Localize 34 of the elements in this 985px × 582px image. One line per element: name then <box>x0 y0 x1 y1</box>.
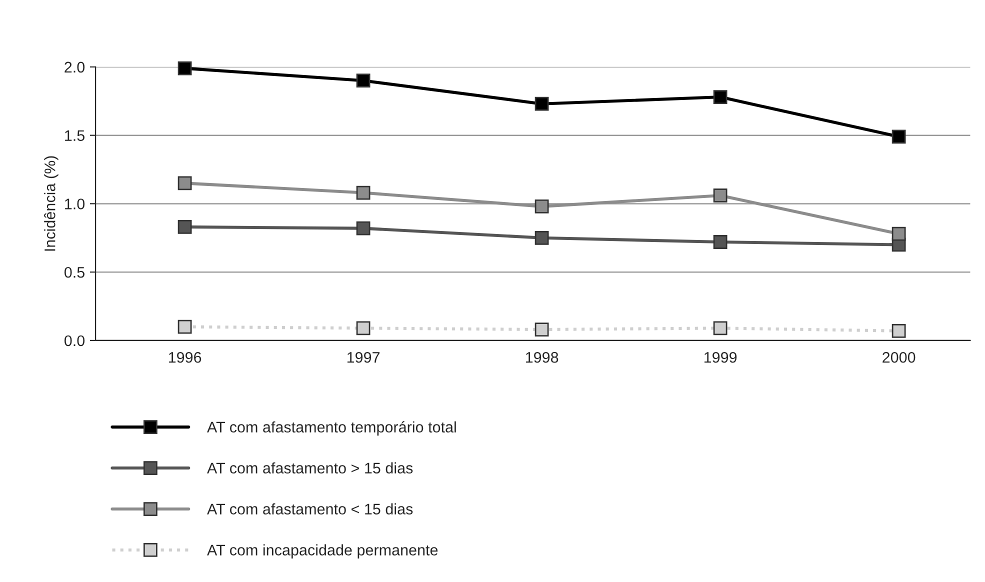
point <box>356 321 370 336</box>
y-axis-title: Incidência (%) <box>44 156 58 251</box>
point <box>356 221 370 236</box>
legend-label: AT com afastamento < 15 dias <box>207 503 413 515</box>
point <box>713 188 728 202</box>
legend-label: AT com afastamento temporário total <box>207 421 456 436</box>
y-tick-label: 0.0 <box>64 335 85 346</box>
x-tick-label: 1999 <box>704 352 737 363</box>
point <box>178 61 192 76</box>
y-tick-label: 1.5 <box>65 130 84 141</box>
point <box>892 130 906 144</box>
point <box>178 220 192 234</box>
legend-label: AT com incapacidade permanente <box>207 544 438 559</box>
point <box>356 74 370 88</box>
x-tick-label: 1998 <box>526 352 558 363</box>
point <box>534 322 549 336</box>
point <box>713 321 728 336</box>
point <box>356 186 370 200</box>
x-tick-label: 1997 <box>347 352 380 363</box>
point <box>178 176 192 190</box>
y-tick-label: 2.0 <box>64 62 85 73</box>
point <box>713 235 728 249</box>
x-tick-label: 1996 <box>168 352 202 363</box>
x-tick-label: 2000 <box>882 352 916 363</box>
point <box>178 320 192 334</box>
point <box>534 96 549 111</box>
point <box>534 199 549 214</box>
legend-label: AT com afastamento > 15 dias <box>207 462 413 474</box>
point <box>713 90 728 104</box>
y-tick-label: 0.5 <box>64 266 84 278</box>
point <box>534 230 549 245</box>
point <box>892 226 906 241</box>
y-tick-label: 1.0 <box>65 198 85 210</box>
point <box>892 324 906 338</box>
